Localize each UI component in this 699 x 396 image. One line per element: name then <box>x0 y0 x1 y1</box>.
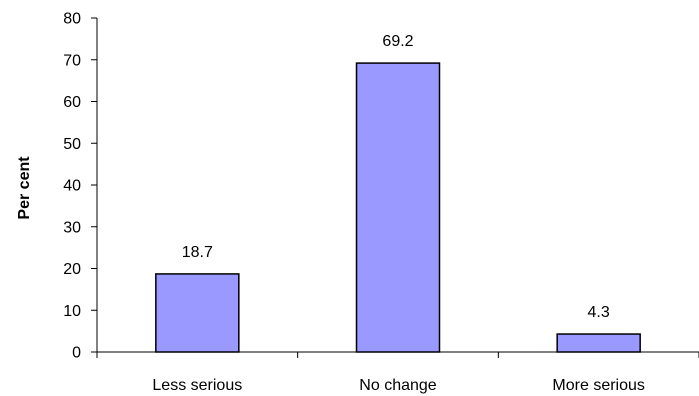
x-category-label: No change <box>359 377 436 394</box>
y-axis-title: Per cent <box>16 156 33 220</box>
y-tick-label: 0 <box>72 345 81 362</box>
data-labels: 18.7 69.2 4.3 <box>182 33 610 321</box>
y-tick-label: 80 <box>63 11 81 28</box>
bars <box>155 62 641 353</box>
x-category-label: Less serious <box>152 377 242 394</box>
bar-value-label: 18.7 <box>182 244 213 261</box>
y-ticks: 0 10 20 30 40 50 60 70 80 <box>63 11 97 362</box>
x-category-label: More serious <box>552 377 644 394</box>
y-tick-label: 40 <box>63 178 81 195</box>
bar <box>355 62 441 353</box>
bar-value-label: 69.2 <box>382 33 413 50</box>
y-tick-label: 20 <box>63 261 81 278</box>
y-tick-label: 70 <box>63 52 81 69</box>
y-tick-label: 30 <box>63 219 81 236</box>
x-ticks: Less serious No change More serious <box>96 352 699 394</box>
bar <box>155 273 240 353</box>
y-tick-label: 50 <box>63 136 81 153</box>
y-tick-label: 60 <box>63 94 81 111</box>
bar <box>556 333 641 353</box>
y-tick-label: 10 <box>63 303 81 320</box>
bar-value-label: 4.3 <box>588 304 610 321</box>
